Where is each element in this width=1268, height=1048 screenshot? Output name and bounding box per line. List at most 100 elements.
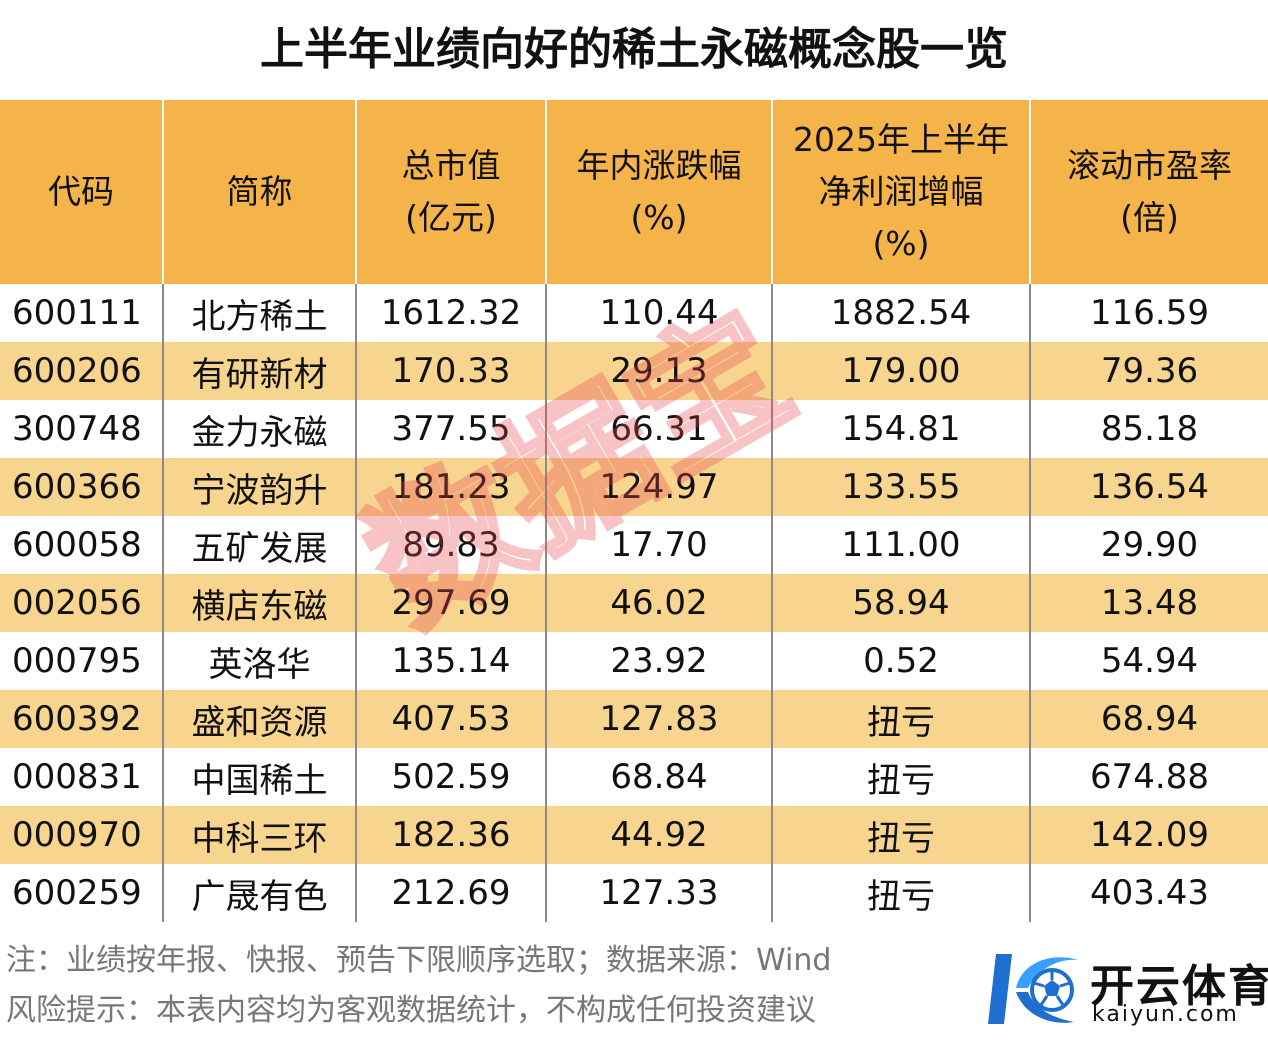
- table-row: 600206 有研新材 170.33 29.13 179.00 79.36: [0, 342, 1268, 400]
- ttm-pe-cell: 142.09: [1030, 806, 1268, 864]
- ytd-change-cell: 17.70: [546, 516, 773, 574]
- market-cap-cell: 181.23: [356, 458, 547, 516]
- ttm-pe-cell: 13.48: [1030, 574, 1268, 632]
- table-row: 600259 广晟有色 212.69 127.33 扭亏 403.43: [0, 864, 1268, 922]
- market-cap-cell: 89.83: [356, 516, 547, 574]
- stock-name-cell: 广晟有色: [163, 864, 357, 922]
- ytd-change-cell: 124.97: [546, 458, 773, 516]
- stock-name-cell: 宁波韵升: [163, 458, 357, 516]
- page-title: 上半年业绩向好的稀土永磁概念股一览: [260, 24, 1008, 75]
- h1-profit-growth-cell: 扭亏: [772, 690, 1031, 748]
- column-header: 年内涨跌幅 (%): [546, 100, 773, 284]
- h1-profit-growth-cell: 0.52: [772, 632, 1031, 690]
- stock-code-cell: 600259: [0, 864, 164, 922]
- stock-code-cell: 000831: [0, 748, 164, 806]
- stock-name-cell: 横店东磁: [163, 574, 357, 632]
- notes: 注：业绩按年报、快报、预告下限顺序选取；数据来源：Wind 风险提示：本表内容均…: [6, 936, 946, 1036]
- table-row: 600058 五矿发展 89.83 17.70 111.00 29.90: [0, 516, 1268, 574]
- ttm-pe-cell: 674.88: [1090, 757, 1209, 797]
- ttm-pe-cell: 79.36: [1030, 342, 1268, 400]
- market-cap-cell: 377.55: [356, 400, 547, 458]
- column-header-line: 净利润增幅: [818, 172, 984, 211]
- market-cap-cell: 297.69: [356, 574, 547, 632]
- column-header-line: 简称: [226, 172, 293, 211]
- market-cap-cell: 135.14: [356, 632, 547, 690]
- ytd-change-cell: 46.02: [546, 574, 773, 632]
- table-row: 000831 中国稀土 502.59 68.84 扭亏 674.88: [0, 748, 1268, 806]
- h1-profit-growth-cell: 179.00: [772, 342, 1031, 400]
- header-row: 代码 简称 总市值 (亿元) 年内涨跌幅 (%) 2025年上半年 净利润增幅 (%) 滚动市盈率…: [0, 100, 1268, 284]
- market-cap-cell: 502.59: [356, 748, 547, 806]
- ttm-pe-cell: 116.59: [1090, 293, 1209, 333]
- ytd-change-cell: 66.31: [546, 400, 773, 458]
- column-header: 总市值 (亿元): [356, 100, 547, 284]
- ytd-change-cell: 29.13: [546, 342, 773, 400]
- ttm-pe-cell: 54.94: [1100, 641, 1199, 681]
- note-line-1: 注：业绩按年报、快报、预告下限顺序选取；数据来源：Wind: [6, 943, 832, 978]
- table-row: 600366 宁波韵升 181.23 124.97 133.55 136.54: [0, 458, 1268, 516]
- ttm-pe-cell: 85.18: [1100, 409, 1199, 449]
- h1-profit-growth-cell: 154.81: [772, 400, 1031, 458]
- column-header-line: (亿元): [405, 198, 497, 237]
- stock-name-cell: 有研新材: [163, 342, 357, 400]
- stock-code-cell: 000795: [0, 632, 164, 690]
- stock-code-cell: 600058: [0, 516, 164, 574]
- ttm-pe-cell: 136.54: [1030, 458, 1268, 516]
- h1-profit-growth-cell: 扭亏: [772, 748, 1031, 806]
- h1-profit-growth-cell: 58.94: [772, 574, 1031, 632]
- stock-name-cell: 北方稀土: [163, 284, 357, 342]
- stock-code-cell: 600206: [0, 342, 164, 400]
- column-header: 代码: [0, 100, 164, 284]
- stock-name-cell: 五矿发展: [163, 516, 357, 574]
- column-header-line: (%): [630, 198, 688, 237]
- ttm-pe-cell: 403.43: [1090, 873, 1209, 913]
- column-header-line: (%): [872, 224, 930, 263]
- market-cap-cell: 170.33: [356, 342, 547, 400]
- stock-code-cell: 300748: [0, 400, 164, 458]
- market-cap-cell: 182.36: [356, 806, 547, 864]
- column-header-line: 滚动市盈率: [1067, 146, 1232, 185]
- logo-domain: kaiyun.com: [1092, 1002, 1239, 1027]
- table-row: 000970 中科三环 182.36 44.92 扭亏 142.09: [0, 806, 1268, 864]
- column-header: 滚动市盈率 (倍): [1030, 100, 1268, 284]
- stock-name-cell: 中科三环: [163, 806, 357, 864]
- stock-code-cell: 002056: [0, 574, 164, 632]
- h1-profit-growth-cell: 111.00: [772, 516, 1031, 574]
- h1-profit-growth-cell: 133.55: [772, 458, 1031, 516]
- stock-code-cell: 600366: [0, 458, 164, 516]
- table-row: 000795 英洛华 135.14 23.92 0.52 54.94: [0, 632, 1268, 690]
- column-header-line: (倍): [1120, 198, 1179, 237]
- column-header: 简称: [163, 100, 357, 284]
- column-header-line: 代码: [48, 172, 114, 211]
- table-row: 600111 北方稀土 1612.32 110.44 1882.54 116.59: [0, 284, 1268, 342]
- stock-name-cell: 盛和资源: [163, 690, 357, 748]
- table-header: 代码 简称 总市值 (亿元) 年内涨跌幅 (%) 2025年上半年 净利润增幅 (%) 滚动市盈率…: [0, 100, 1268, 284]
- column-header: 2025年上半年 净利润增幅 (%): [772, 100, 1031, 284]
- ytd-change-cell: 127.33: [546, 864, 773, 922]
- ytd-change-cell: 44.92: [546, 806, 773, 864]
- ttm-pe-cell: 68.94: [1030, 690, 1268, 748]
- stock-code-cell: 600111: [0, 284, 164, 342]
- k-soccer-ball-icon: [988, 954, 1078, 1024]
- h1-profit-growth-cell: 扭亏: [772, 864, 1031, 922]
- stock-name-cell: 中国稀土: [163, 748, 357, 806]
- stock-code-cell: 600392: [0, 690, 164, 748]
- table-row: 002056 横店东磁 297.69 46.02 58.94 13.48: [0, 574, 1268, 632]
- stock-name-cell: 英洛华: [163, 632, 357, 690]
- ytd-change-cell: 127.83: [546, 690, 773, 748]
- market-cap-cell: 1612.32: [356, 284, 547, 342]
- h1-profit-growth-cell: 1882.54: [772, 284, 1031, 342]
- ytd-change-cell: 23.92: [546, 632, 773, 690]
- stock-code-cell: 000970: [0, 806, 164, 864]
- stock-table: 代码 简称 总市值 (亿元) 年内涨跌幅 (%) 2025年上半年 净利润增幅 (%) 滚动市盈率…: [0, 100, 1268, 922]
- brand-logo: 开云体育 kaiyun.com: [982, 944, 1268, 1034]
- ytd-change-cell: 110.44: [546, 284, 773, 342]
- market-cap-cell: 212.69: [356, 864, 547, 922]
- h1-profit-growth-cell: 扭亏: [772, 806, 1031, 864]
- stock-name-cell: 金力永磁: [163, 400, 357, 458]
- logo-name: 开云体育: [1090, 961, 1268, 1012]
- risk-warning: 风险提示：本表内容均为客观数据统计，不构成任何投资建议: [6, 993, 816, 1028]
- column-header-line: 年内涨跌幅: [576, 146, 742, 185]
- column-header-line: 2025年上半年: [793, 120, 1009, 159]
- market-cap-cell: 407.53: [356, 690, 547, 748]
